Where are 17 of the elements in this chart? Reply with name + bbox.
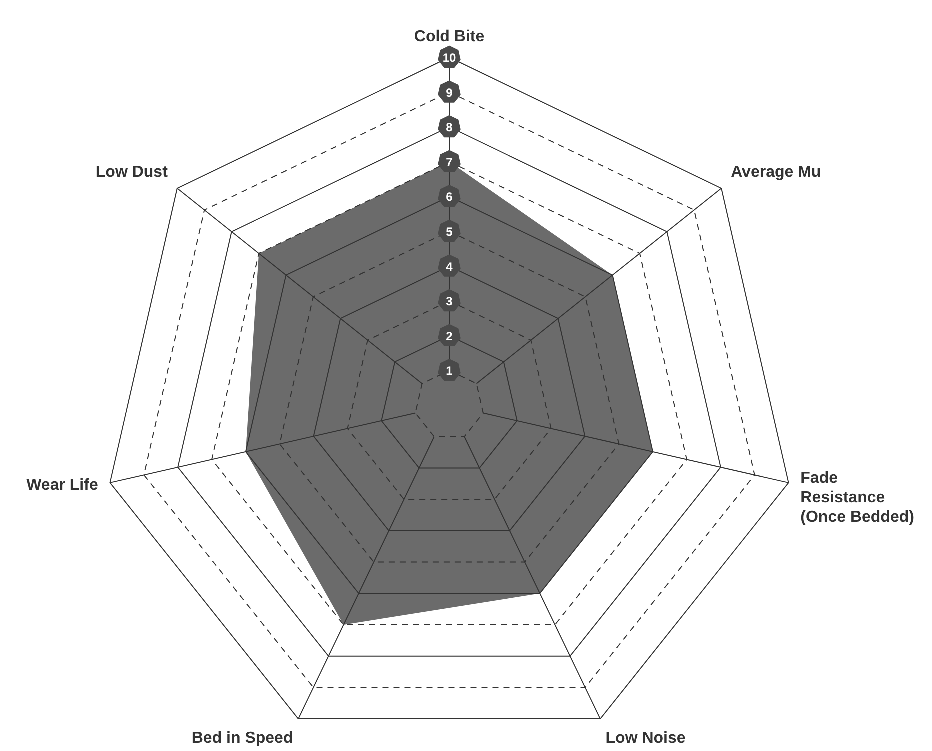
y-tick-label: 5 [446, 225, 454, 239]
y-tick-label: 9 [446, 86, 454, 100]
y-tick-label: 10 [442, 51, 456, 65]
spoke-label: Fade Resistance (Once Bedded) [800, 470, 914, 526]
spoke-label: Bed in Speed [192, 730, 294, 748]
y-tick-label: 2 [446, 329, 454, 344]
y-tick-label: 4 [446, 260, 454, 274]
spoke-label: Wear Life [26, 477, 98, 494]
y-tick-label: 7 [446, 155, 454, 170]
spoke-label: Cold Bite [414, 28, 485, 46]
y-tick-label: 6 [446, 190, 454, 204]
spoke-label: Low Dust [96, 164, 169, 181]
y-tick-label: 3 [446, 294, 454, 309]
y-tick-label: 1 [446, 364, 454, 378]
spoke-label: Average Mu [731, 164, 822, 181]
y-tick-label: 8 [446, 120, 454, 135]
spoke-label: Low Noise [606, 730, 686, 748]
